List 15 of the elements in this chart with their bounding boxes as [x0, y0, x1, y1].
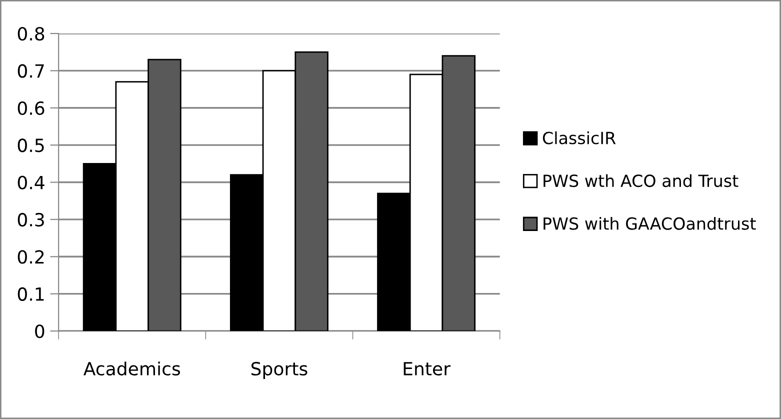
y-tick-label: 0.8 [18, 26, 44, 41]
legend-label: ClassicIR [542, 131, 616, 144]
y-tick-label: 0 [35, 324, 44, 338]
y-tick-label: 0.4 [18, 176, 44, 190]
y-tick-label: 0.3 [18, 212, 44, 227]
legend-label: PWS with GAACOandtrust [544, 216, 756, 230]
y-tick-label: 0.1 [18, 287, 44, 301]
y-tick-label: 0.2 [18, 250, 44, 264]
y-tick-label: 0.6 [18, 101, 44, 116]
y-tick-label: 0.7 [18, 64, 44, 78]
x-tick-label: Enter [404, 362, 451, 376]
y-tick-label: 0.5 [18, 138, 44, 152]
x-tick-label: Sports [251, 362, 308, 380]
x-tick-label: Academics [83, 362, 180, 376]
legend-label: PWS wth ACO and Trust [544, 174, 738, 188]
